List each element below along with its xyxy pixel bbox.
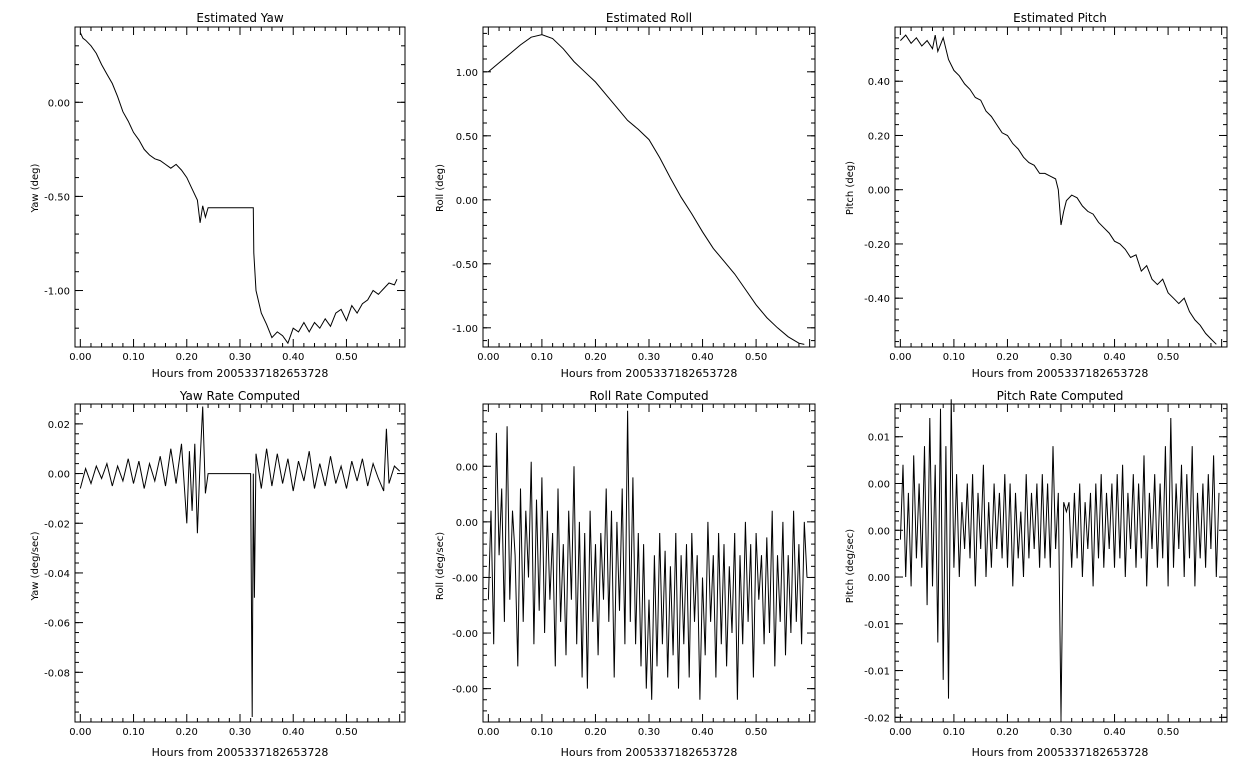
- y-tick-label: -0.06: [44, 619, 70, 630]
- y-tick-label: -0.40: [864, 294, 890, 305]
- chart-roll-rate-computed: Roll Rate Computed Hours from 2005337182…: [435, 389, 816, 759]
- y-tick-label: -0.50: [44, 192, 70, 203]
- series-line: [79, 406, 401, 718]
- y-tick-label: -0.04: [44, 569, 70, 580]
- x-tick-label: 0.10: [943, 727, 965, 738]
- chart-estimated-roll: Estimated Roll Hours from 20053371826537…: [435, 11, 816, 380]
- y-axis-label: Roll (deg): [435, 164, 446, 212]
- chart-yaw-rate-computed: Yaw Rate Computed Hours from 20053371826…: [30, 389, 406, 759]
- y-tick-label: -0.02: [864, 713, 890, 724]
- x-tick-label: 0.40: [691, 352, 713, 363]
- x-tick-label: 0.40: [1103, 727, 1125, 738]
- x-tick-label: 0.20: [176, 727, 198, 738]
- x-tick-label: 0.30: [1050, 352, 1072, 363]
- chart-pitch-rate-computed: Pitch Rate Computed Hours from 200533718…: [845, 389, 1228, 759]
- x-tick-label: 0.10: [943, 352, 965, 363]
- y-axis-label: Roll (deg/sec): [435, 532, 446, 600]
- y-tick-label: 0.00: [868, 186, 890, 197]
- x-axis-label: Hours from 2005337182653728: [152, 746, 329, 759]
- series-line: [899, 399, 1220, 718]
- y-tick-label: 0.40: [868, 77, 890, 88]
- x-tick-label: 0.10: [122, 727, 144, 738]
- x-tick-label: 0.40: [282, 352, 304, 363]
- y-tick-label: -0.00: [452, 685, 478, 696]
- y-tick-label: -0.00: [452, 573, 478, 584]
- x-tick-label: 0.40: [1103, 352, 1125, 363]
- series-line: [487, 410, 808, 700]
- y-axis-label: Pitch (deg/sec): [845, 529, 856, 604]
- x-tick-label: 0.50: [335, 727, 357, 738]
- x-tick-label: 0.40: [691, 727, 713, 738]
- y-tick-label: 0.02: [48, 420, 70, 431]
- x-axis-label: Hours from 2005337182653728: [152, 367, 329, 380]
- x-tick-label: 0.50: [1157, 727, 1179, 738]
- y-axis-label: Yaw (deg): [30, 163, 41, 213]
- series-line: [488, 34, 805, 345]
- x-tick-label: 0.20: [176, 352, 198, 363]
- y-tick-label: 1.00: [456, 68, 478, 79]
- x-tick-label: 0.50: [1157, 352, 1179, 363]
- y-tick-label: 0.00: [868, 526, 890, 537]
- y-axis-label: Pitch (deg): [845, 161, 856, 215]
- chart-title: Estimated Roll: [606, 11, 692, 25]
- chart-title: Roll Rate Computed: [589, 389, 708, 403]
- chart-estimated-pitch: Estimated Pitch Hours from 2005337182653…: [845, 11, 1228, 380]
- y-tick-label: 0.00: [48, 470, 70, 481]
- y-tick-label: -0.01: [864, 667, 890, 678]
- y-tick-label: -0.20: [864, 240, 890, 251]
- series-line: [79, 32, 398, 345]
- y-tick-label: 0.00: [48, 98, 70, 109]
- y-tick-label: 0.00: [456, 196, 478, 207]
- x-tick-label: 0.00: [477, 727, 499, 738]
- y-tick-label: -0.01: [864, 620, 890, 631]
- x-axis-label: Hours from 2005337182653728: [561, 367, 738, 380]
- x-tick-label: 0.00: [889, 727, 911, 738]
- x-tick-label: 0.20: [996, 352, 1018, 363]
- y-tick-label: 0.00: [456, 518, 478, 529]
- y-tick-label: 0.20: [868, 131, 890, 142]
- x-tick-label: 0.10: [531, 352, 553, 363]
- chart-title: Estimated Pitch: [1013, 11, 1107, 25]
- x-tick-label: 0.00: [889, 352, 911, 363]
- x-axis-label: Hours from 2005337182653728: [972, 367, 1149, 380]
- x-tick-label: 0.40: [282, 727, 304, 738]
- y-tick-label: -1.00: [452, 324, 478, 335]
- x-tick-label: 0.30: [229, 352, 251, 363]
- x-tick-label: 0.30: [638, 352, 660, 363]
- y-tick-label: 0.00: [868, 573, 890, 584]
- chart-title: Pitch Rate Computed: [997, 389, 1124, 403]
- y-tick-label: -0.08: [44, 668, 70, 679]
- x-tick-label: 0.20: [996, 727, 1018, 738]
- x-tick-label: 0.30: [229, 727, 251, 738]
- y-tick-label: -0.02: [44, 519, 70, 530]
- x-tick-label: 0.00: [69, 352, 91, 363]
- x-tick-label: 0.30: [638, 727, 660, 738]
- chart-title: Estimated Yaw: [196, 11, 283, 25]
- y-tick-label: 0.00: [456, 462, 478, 473]
- x-tick-label: 0.50: [745, 352, 767, 363]
- x-axis-label: Hours from 2005337182653728: [972, 746, 1149, 759]
- x-tick-label: 0.00: [477, 352, 499, 363]
- y-tick-label: 0.01: [868, 433, 890, 444]
- x-tick-label: 0.50: [745, 727, 767, 738]
- chart-title: Yaw Rate Computed: [179, 389, 300, 403]
- y-tick-label: 0.00: [868, 480, 890, 491]
- y-tick-label: -0.50: [452, 260, 478, 271]
- y-tick-label: -1.00: [44, 287, 70, 298]
- x-tick-label: 0.20: [584, 352, 606, 363]
- chart-estimated-yaw: Estimated Yaw Hours from 200533718265372…: [30, 11, 406, 380]
- x-tick-label: 0.20: [584, 727, 606, 738]
- x-tick-label: 0.10: [531, 727, 553, 738]
- series-line: [900, 34, 1217, 345]
- y-tick-label: 0.50: [456, 132, 478, 143]
- x-tick-label: 0.00: [69, 727, 91, 738]
- x-axis-label: Hours from 2005337182653728: [561, 746, 738, 759]
- x-tick-label: 0.10: [122, 352, 144, 363]
- y-tick-label: -0.00: [452, 629, 478, 640]
- y-axis-label: Yaw (deg/sec): [30, 531, 41, 601]
- x-tick-label: 0.50: [335, 352, 357, 363]
- x-tick-label: 0.30: [1050, 727, 1072, 738]
